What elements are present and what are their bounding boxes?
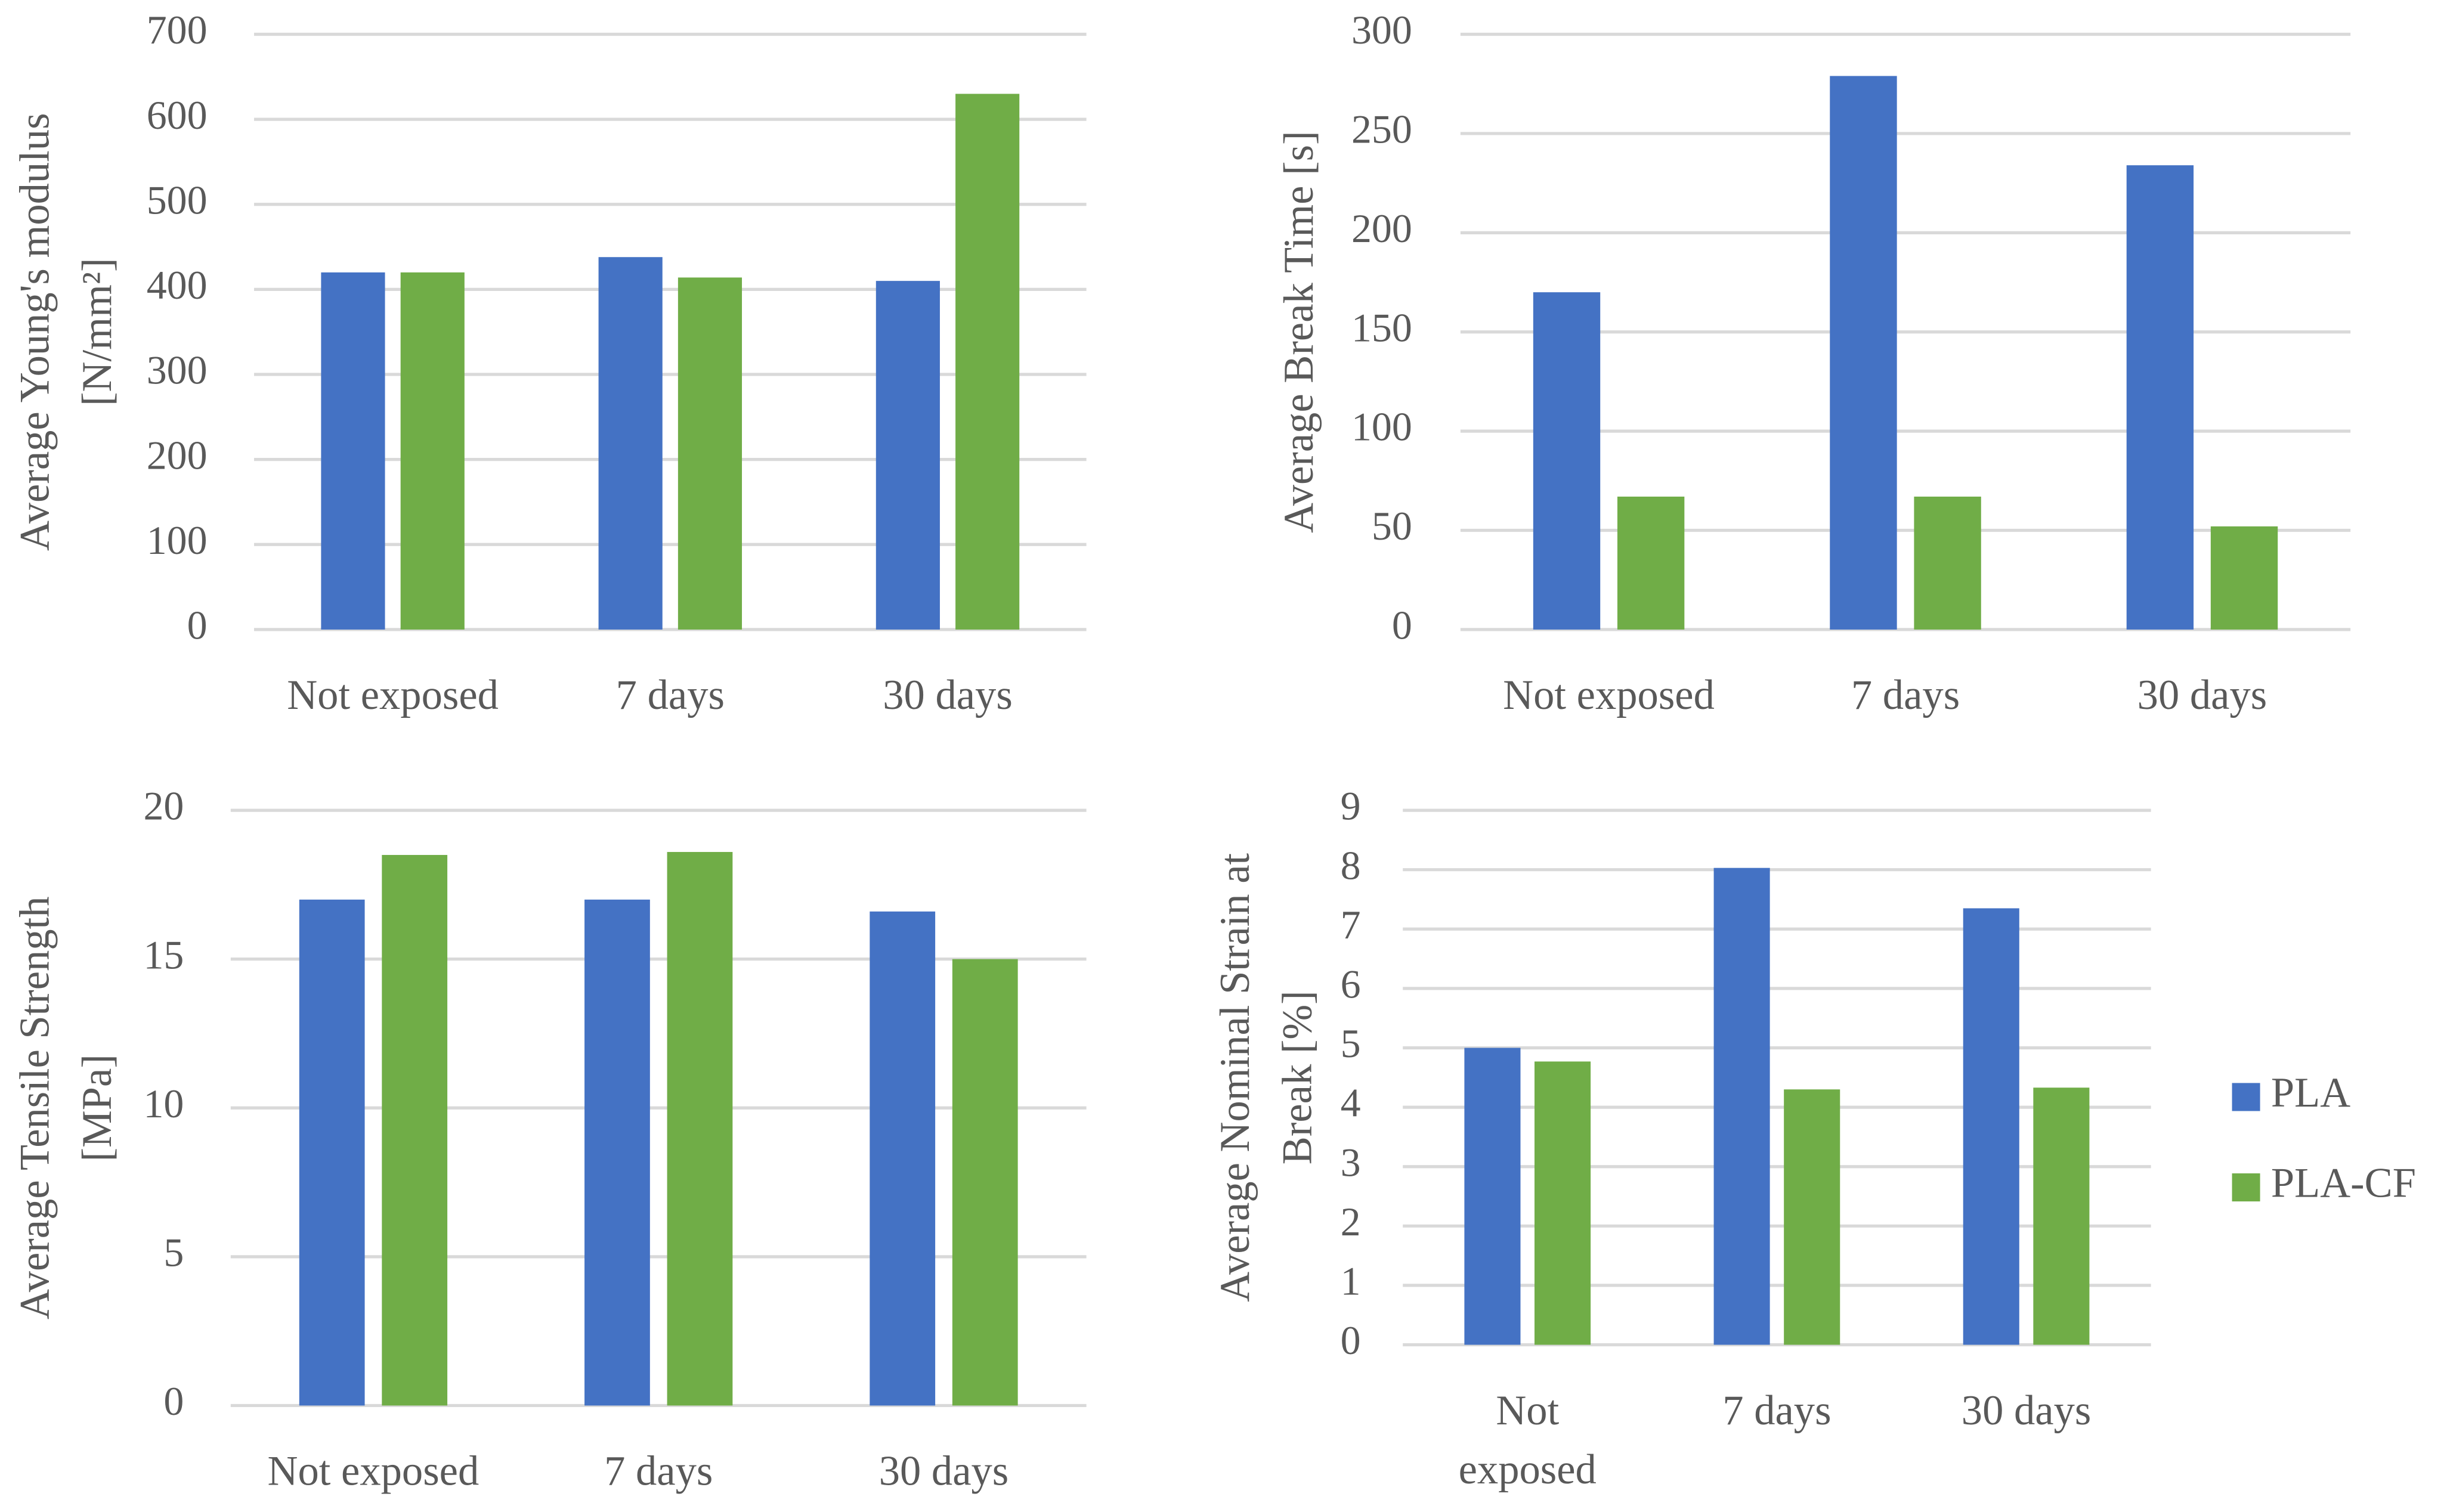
x-tick-label: 30 days <box>878 1448 1009 1495</box>
x-tick-label: Not exposed <box>1458 1387 1597 1493</box>
x-tick-label-box: 30 days <box>878 1448 1009 1495</box>
bar <box>1535 1061 1591 1345</box>
y-tick-label: 5 <box>163 1229 184 1275</box>
y-axis-label: Average Tensile Strength <box>12 897 58 1319</box>
y-tick-label: 0 <box>187 603 208 648</box>
x-tick-label: 30 days <box>1961 1387 2092 1434</box>
y-tick-label: 300 <box>147 348 208 393</box>
y-axis-label: [MPa] <box>74 1054 120 1161</box>
bar <box>1784 1089 1840 1345</box>
chart-panel: 0 5 10 15 20 Average Tensile Strength [MPa] Not… <box>12 783 1087 1495</box>
y-tick-label: 0 <box>1341 1318 1361 1363</box>
legend-swatch <box>2232 1173 2260 1202</box>
bar <box>870 911 936 1406</box>
y-tick-label: 20 <box>143 783 184 829</box>
y-tick-label: 400 <box>147 262 208 308</box>
bar <box>952 959 1018 1406</box>
bar <box>584 899 650 1406</box>
y-tick-label: 2 <box>1341 1199 1361 1244</box>
y-tick-label: 200 <box>147 432 208 478</box>
y-tick-label: 700 <box>147 7 208 52</box>
bar <box>598 257 663 630</box>
bar <box>2033 1087 2090 1345</box>
x-tick-label-box: Not exposed <box>1458 1387 1597 1493</box>
y-axis-label: [N/mm²] <box>74 258 120 406</box>
y-axis-label: Break [%] <box>1274 990 1320 1164</box>
x-tick-label-box: 7 days <box>615 671 725 718</box>
x-tick-label-box: 7 days <box>1722 1387 1832 1434</box>
y-tick-label: 4 <box>1341 1080 1361 1126</box>
x-tick-label: 7 days <box>615 671 725 718</box>
x-tick-label: 30 days <box>883 671 1013 718</box>
bar <box>321 272 385 630</box>
y-tick-label: 3 <box>1341 1139 1361 1185</box>
bar <box>1464 1048 1521 1345</box>
bar <box>677 277 743 630</box>
bar <box>382 854 448 1406</box>
chart-panel: 0 100 200 300 400 500 600 700 Average Young's mo… <box>12 7 1087 718</box>
bar <box>1963 908 2019 1345</box>
y-tick-label: 7 <box>1341 902 1361 947</box>
y-tick-label: 8 <box>1341 842 1361 888</box>
legend-label: PLA <box>2271 1070 2350 1116</box>
x-tick-label: Not exposed <box>1503 671 1715 718</box>
y-tick-label: 100 <box>147 518 208 563</box>
y-tick-label: 0 <box>1392 603 1412 648</box>
y-tick-label: 1 <box>1341 1259 1361 1304</box>
x-tick-label-box: 7 days <box>1851 671 1960 718</box>
y-tick-label: 50 <box>1372 503 1412 549</box>
x-tick-label: Not exposed <box>267 1448 479 1495</box>
bar <box>667 851 733 1406</box>
bar <box>1830 76 1897 630</box>
bar <box>955 94 1020 630</box>
y-axis-label: Average Nominal Strain at <box>1212 853 1258 1302</box>
x-tick-label-box: 30 days <box>1961 1387 2092 1434</box>
x-tick-label-box: 30 days <box>883 671 1013 718</box>
y-tick-label: 0 <box>163 1378 184 1424</box>
legend-swatch <box>2232 1083 2260 1111</box>
y-tick-label: 500 <box>147 177 208 222</box>
x-tick-label-box: 30 days <box>2137 671 2267 718</box>
x-tick-label-box: Not exposed <box>267 1448 479 1495</box>
x-tick-label: Not exposed <box>287 671 499 718</box>
chart-panel: 0 50 100 150 200 250 300 Average Break Time [s]… <box>1276 7 2351 718</box>
bar <box>1713 867 1770 1345</box>
y-axis-label: Average Young's modulus <box>12 113 58 551</box>
y-tick-label: 300 <box>1351 7 1412 52</box>
x-tick-label: 7 days <box>1722 1387 1832 1434</box>
y-tick-label: 250 <box>1351 107 1412 152</box>
y-tick-label: 15 <box>143 932 184 977</box>
bar <box>875 281 940 630</box>
bar <box>1617 496 1685 630</box>
y-tick-label: 5 <box>1341 1021 1361 1066</box>
x-tick-label-box: 7 days <box>604 1448 713 1495</box>
chart-panel: 0 1 2 3 4 5 6 7 8 9 Average Nominal Strain at Break… <box>1212 783 2416 1493</box>
x-tick-label: 7 days <box>604 1448 713 1495</box>
bar <box>2210 526 2278 630</box>
x-tick-label-box: Not exposed <box>287 671 499 718</box>
legend-label: PLA-CF <box>2271 1160 2416 1207</box>
bar <box>400 272 465 630</box>
bar <box>1533 292 1601 630</box>
y-tick-label: 600 <box>147 92 208 138</box>
y-tick-label: 6 <box>1341 961 1361 1006</box>
y-axis-label: Average Break Time [s] <box>1276 131 1322 533</box>
y-tick-label: 200 <box>1351 206 1412 251</box>
x-tick-label-box: Not exposed <box>1503 671 1715 718</box>
y-tick-label: 150 <box>1351 305 1412 350</box>
bar <box>1914 496 1981 630</box>
y-tick-label: 10 <box>143 1081 184 1126</box>
y-tick-label: 100 <box>1351 404 1412 450</box>
y-tick-label: 9 <box>1341 783 1361 829</box>
bar <box>2126 165 2194 630</box>
x-tick-label: 7 days <box>1851 671 1960 718</box>
x-tick-label: 30 days <box>2137 671 2267 718</box>
bar <box>299 899 365 1406</box>
